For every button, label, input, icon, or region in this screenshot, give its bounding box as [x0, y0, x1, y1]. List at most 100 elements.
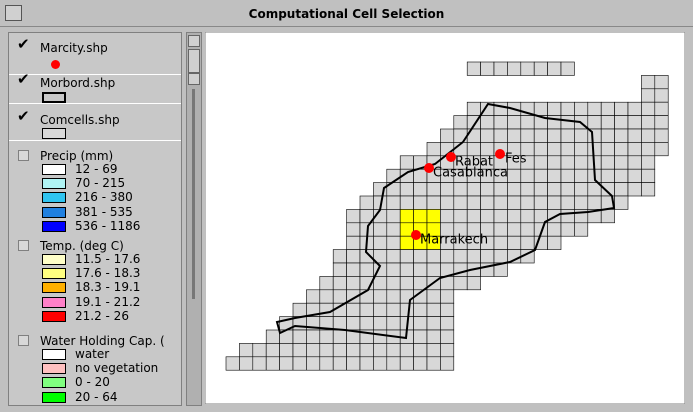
grid-cell[interactable]	[493, 61, 508, 76]
grid-cell[interactable]	[399, 343, 414, 358]
city-point[interactable]	[495, 149, 505, 159]
city-point[interactable]	[411, 230, 421, 240]
grid-cell[interactable]	[587, 142, 602, 157]
grid-cell[interactable]	[480, 209, 495, 224]
grid-cell[interactable]	[574, 128, 589, 143]
grid-cell[interactable]	[493, 182, 508, 197]
grid-cell[interactable]	[346, 316, 361, 331]
grid-cell[interactable]	[614, 168, 629, 183]
grid-cell[interactable]	[493, 195, 508, 210]
grid-cell[interactable]	[440, 356, 455, 371]
grid-cell[interactable]	[560, 195, 575, 210]
grid-cell[interactable]	[453, 249, 468, 264]
grid-cell[interactable]	[399, 302, 414, 317]
grid-cell[interactable]	[426, 249, 441, 264]
grid-cell[interactable]	[373, 316, 388, 331]
grid-cell[interactable]	[359, 343, 374, 358]
grid-cell[interactable]	[507, 235, 522, 250]
grid-cell[interactable]	[359, 195, 374, 210]
grid-cell[interactable]	[440, 276, 455, 291]
layer-checkbox[interactable]: ✔	[17, 109, 30, 125]
grid-cell[interactable]	[399, 276, 414, 291]
grid-cell[interactable]	[426, 262, 441, 277]
city-point[interactable]	[424, 163, 434, 173]
layer-checkbox[interactable]	[18, 335, 29, 346]
grid-cell[interactable]	[373, 302, 388, 317]
grid-cell[interactable]	[533, 182, 548, 197]
grid-cell[interactable]	[426, 289, 441, 304]
grid-cell[interactable]	[346, 262, 361, 277]
grid-cell[interactable]	[413, 195, 428, 210]
grid-cell[interactable]	[399, 155, 414, 170]
grid-cell[interactable]	[265, 329, 280, 344]
grid-cell[interactable]	[413, 262, 428, 277]
grid-cell[interactable]	[547, 155, 562, 170]
grid-cell[interactable]	[493, 222, 508, 237]
grid-cell[interactable]	[466, 101, 481, 116]
grid-cell[interactable]	[426, 302, 441, 317]
grid-cell[interactable]	[359, 356, 374, 371]
grid-cell[interactable]	[359, 302, 374, 317]
grid-cell[interactable]	[466, 209, 481, 224]
grid-cell[interactable]	[520, 235, 535, 250]
grid-cell[interactable]	[386, 249, 401, 264]
grid-cell[interactable]	[480, 115, 495, 130]
grid-cell[interactable]	[453, 182, 468, 197]
layer-name[interactable]: Water Holding Cap. (	[40, 334, 165, 348]
grid-cell[interactable]	[332, 262, 347, 277]
grid-cell[interactable]	[574, 155, 589, 170]
grid-cell[interactable]	[547, 101, 562, 116]
grid-cell[interactable]	[426, 195, 441, 210]
grid-cell[interactable]	[332, 329, 347, 344]
grid-cell[interactable]	[292, 329, 307, 344]
grid-cell[interactable]	[319, 329, 334, 344]
grid-cell[interactable]	[466, 61, 481, 76]
grid-cell[interactable]	[386, 316, 401, 331]
grid-cell[interactable]	[346, 356, 361, 371]
grid-cell[interactable]	[359, 316, 374, 331]
grid-cell[interactable]	[507, 128, 522, 143]
grid-cell[interactable]	[440, 195, 455, 210]
grid-cell[interactable]	[373, 343, 388, 358]
layer-name[interactable]: Precip (mm)	[40, 149, 114, 163]
grid-cell[interactable]	[574, 222, 589, 237]
grid-cell[interactable]	[627, 142, 642, 157]
grid-cell[interactable]	[600, 168, 615, 183]
grid-cell[interactable]	[399, 209, 414, 224]
layer-checkbox[interactable]: ✔	[17, 37, 30, 53]
grid-cell[interactable]	[547, 195, 562, 210]
grid-cell[interactable]	[654, 115, 669, 130]
grid-cell[interactable]	[600, 209, 615, 224]
grid-cell[interactable]	[547, 61, 562, 76]
grid-cell[interactable]	[453, 209, 468, 224]
grid-cell[interactable]	[332, 249, 347, 264]
grid-cell[interactable]	[560, 61, 575, 76]
grid-cell[interactable]	[346, 235, 361, 250]
grid-cell[interactable]	[413, 168, 428, 183]
grid-cell[interactable]	[533, 101, 548, 116]
grid-cell[interactable]	[346, 276, 361, 291]
grid-cell[interactable]	[614, 155, 629, 170]
grid-cell[interactable]	[239, 356, 254, 371]
grid-cell[interactable]	[466, 249, 481, 264]
grid-cell[interactable]	[574, 195, 589, 210]
grid-cell[interactable]	[493, 115, 508, 130]
grid-cell[interactable]	[373, 235, 388, 250]
grid-cell[interactable]	[440, 289, 455, 304]
grid-cell[interactable]	[413, 356, 428, 371]
grid-cell[interactable]	[614, 128, 629, 143]
grid-cell[interactable]	[520, 168, 535, 183]
grid-cell[interactable]	[440, 329, 455, 344]
grid-cell[interactable]	[627, 115, 642, 130]
grid-cell[interactable]	[319, 343, 334, 358]
grid-cell[interactable]	[493, 101, 508, 116]
grid-cell[interactable]	[386, 302, 401, 317]
grid-cell[interactable]	[574, 142, 589, 157]
scrollbar[interactable]	[186, 32, 202, 406]
grid-cell[interactable]	[560, 142, 575, 157]
grid-cell[interactable]	[520, 115, 535, 130]
grid-cell[interactable]	[399, 249, 414, 264]
grid-cell[interactable]	[587, 101, 602, 116]
grid-cell[interactable]	[453, 276, 468, 291]
grid-cell[interactable]	[239, 343, 254, 358]
